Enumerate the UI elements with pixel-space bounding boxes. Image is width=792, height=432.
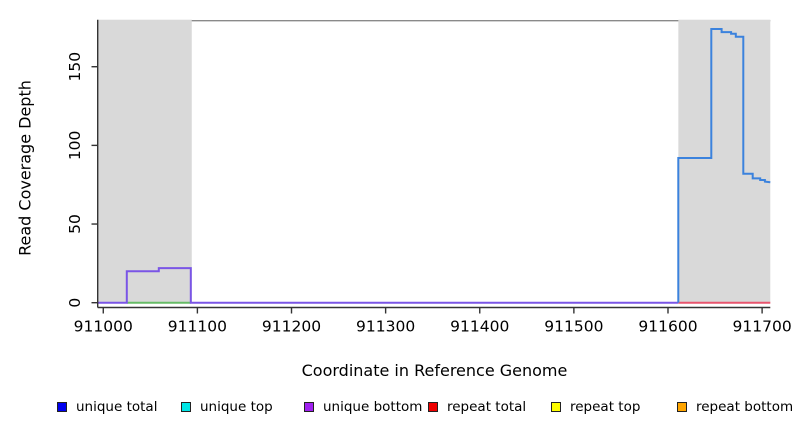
legend-item-repeat-top: repeat top	[551, 399, 640, 415]
series-unique-total	[677, 28, 771, 303]
legend-swatch-icon	[428, 402, 438, 412]
legend-swatch-icon	[551, 402, 561, 412]
shaded-region-right	[678, 19, 771, 303]
x-tick-label: 911600	[638, 318, 697, 336]
x-tick-label: 911300	[356, 318, 415, 336]
legend-item-unique-total: unique total	[57, 399, 157, 415]
legend-label: unique top	[200, 399, 273, 415]
y-tick-label: 150	[66, 52, 84, 82]
legend-item-unique-top: unique top	[181, 399, 273, 415]
y-tick-label: 100	[66, 131, 84, 161]
legend-label: unique total	[76, 399, 158, 415]
legend-swatch-icon	[181, 402, 191, 412]
x-tick-label: 911100	[168, 318, 227, 336]
shaded-region-left	[98, 19, 192, 303]
x-axis-title: Coordinate in Reference Genome	[301, 361, 568, 380]
x-tick-label: 911200	[262, 318, 321, 336]
x-tick-label: 911700	[733, 318, 792, 336]
legend-item-unique-bottom: unique bottom	[304, 399, 422, 415]
series-unique-bottom	[98, 267, 679, 304]
legend-swatch-icon	[677, 402, 687, 412]
x-tick-label: 911500	[544, 318, 603, 336]
x-tick-label: 911400	[450, 318, 509, 336]
y-tick-label: 50	[66, 214, 84, 234]
legend-item-repeat-total: repeat total	[428, 399, 526, 415]
legend-label: repeat top	[570, 399, 641, 415]
legend-label: repeat total	[447, 399, 527, 415]
x-tick-label: 911000	[74, 318, 133, 336]
legend-label: repeat bottom	[696, 399, 792, 415]
legend-label: unique bottom	[323, 399, 423, 415]
legend-item-repeat-bottom: repeat bottom	[677, 399, 792, 415]
y-tick-label: 0	[66, 298, 84, 308]
legend-swatch-icon	[57, 402, 67, 412]
y-axis-title: Read Coverage Depth	[15, 80, 35, 256]
legend-swatch-icon	[304, 402, 314, 412]
